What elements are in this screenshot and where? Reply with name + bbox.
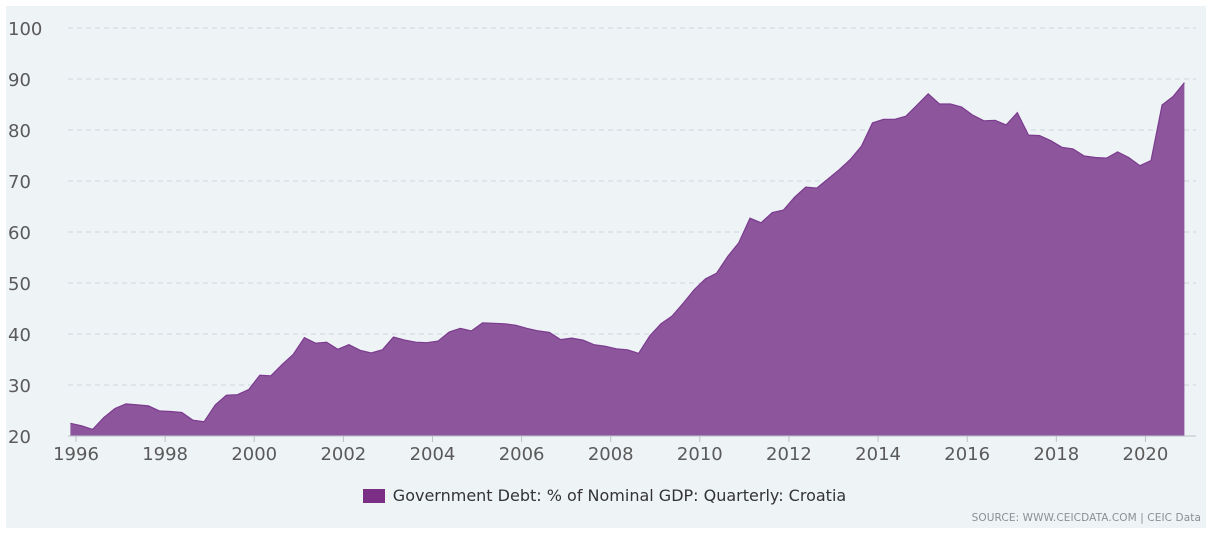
x-tick-label-2000: 2000: [231, 444, 277, 465]
y-tick-label-80: 80: [8, 121, 31, 142]
x-tick-label-2002: 2002: [320, 444, 366, 465]
x-tick-label-1996: 1996: [53, 444, 99, 465]
y-tick-label-40: 40: [8, 325, 31, 346]
series-area: [70, 82, 1185, 436]
y-tick-label-90: 90: [8, 70, 31, 91]
x-tick-label-2020: 2020: [1123, 444, 1169, 465]
y-tick-label-50: 50: [8, 274, 31, 295]
y-tick-label-70: 70: [8, 172, 31, 193]
x-tick-label-2016: 2016: [944, 444, 990, 465]
x-tick-label-2006: 2006: [499, 444, 545, 465]
chart-panel: 20 30 40 50 60 70 80 90 100 1996 1998 2000 2002 2004 2…: [6, 6, 1206, 528]
source-credit: SOURCE: WWW.CEICDATA.COM | CEIC Data: [971, 512, 1201, 524]
series-line: [70, 82, 1185, 431]
y-tick-label-100: 100: [8, 19, 42, 40]
area-chart: 20 30 40 50 60 70 80 90 100 1996 1998 2000 2002 2004 2…: [8, 19, 1196, 465]
y-tick-label-60: 60: [8, 223, 31, 244]
legend-label: Government Debt: % of Nominal GDP: Quart…: [392, 486, 847, 505]
x-tick-label-1998: 1998: [142, 444, 188, 465]
x-tick-label-2018: 2018: [1033, 444, 1079, 465]
x-tick-label-2008: 2008: [588, 444, 634, 465]
legend-swatch: [362, 488, 385, 503]
x-tick-label-2004: 2004: [410, 444, 456, 465]
y-tick-label-20: 20: [8, 427, 31, 448]
x-tick-label-2014: 2014: [855, 444, 901, 465]
x-tick-label-2010: 2010: [677, 444, 723, 465]
y-tick-label-30: 30: [8, 376, 31, 397]
x-tick-label-2012: 2012: [766, 444, 812, 465]
legend-item[interactable]: Government Debt: % of Nominal GDP: Quart…: [362, 486, 847, 505]
legend: Government Debt: % of Nominal GDP: Quart…: [0, 486, 1209, 507]
